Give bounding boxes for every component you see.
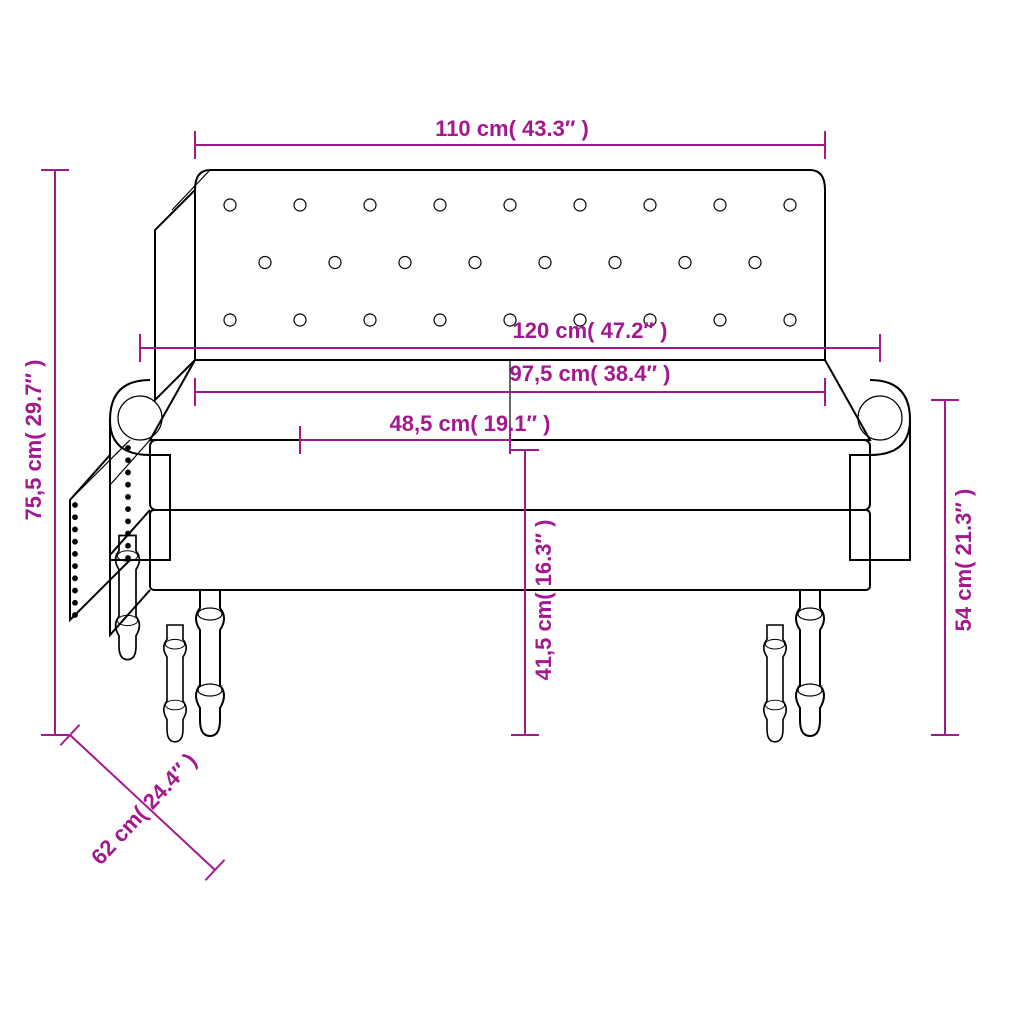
tuft-button: [609, 257, 621, 269]
tuft-button: [399, 257, 411, 269]
dim-back-top-width: 110 cm( 43.3″ ): [435, 116, 589, 141]
tuft-button: [259, 257, 271, 269]
tuft-button: [224, 199, 236, 211]
tuft-button: [714, 314, 726, 326]
dim-seat-depth: 48,5 cm( 19.1″ ): [390, 411, 551, 436]
tuft-button: [224, 314, 236, 326]
tuft-button: [434, 314, 446, 326]
dim-seat-inner-width: 97,5 cm( 38.4″ ): [510, 361, 671, 386]
dim-seat-height: 41,5 cm( 16.3″ ): [531, 520, 556, 681]
tuft-button: [364, 199, 376, 211]
dim-arm-span: 120 cm( 47.2″ ): [513, 318, 668, 343]
tuft-button: [364, 314, 376, 326]
tuft-button: [469, 257, 481, 269]
tuft-button: [574, 199, 586, 211]
tuft-button: [294, 199, 306, 211]
tuft-button: [784, 199, 796, 211]
tuft-button: [679, 257, 691, 269]
tuft-button: [329, 257, 341, 269]
tuft-button: [504, 199, 516, 211]
tuft-button: [434, 199, 446, 211]
dim-overall-height: 75,5 cm( 29.7″ ): [21, 360, 46, 521]
tuft-button: [644, 199, 656, 211]
tuft-button: [539, 257, 551, 269]
tuft-button: [294, 314, 306, 326]
tuft-button: [784, 314, 796, 326]
tuft-button: [714, 199, 726, 211]
tuft-button: [749, 257, 761, 269]
dim-arm-height: 54 cm( 21.3″ ): [951, 489, 976, 632]
